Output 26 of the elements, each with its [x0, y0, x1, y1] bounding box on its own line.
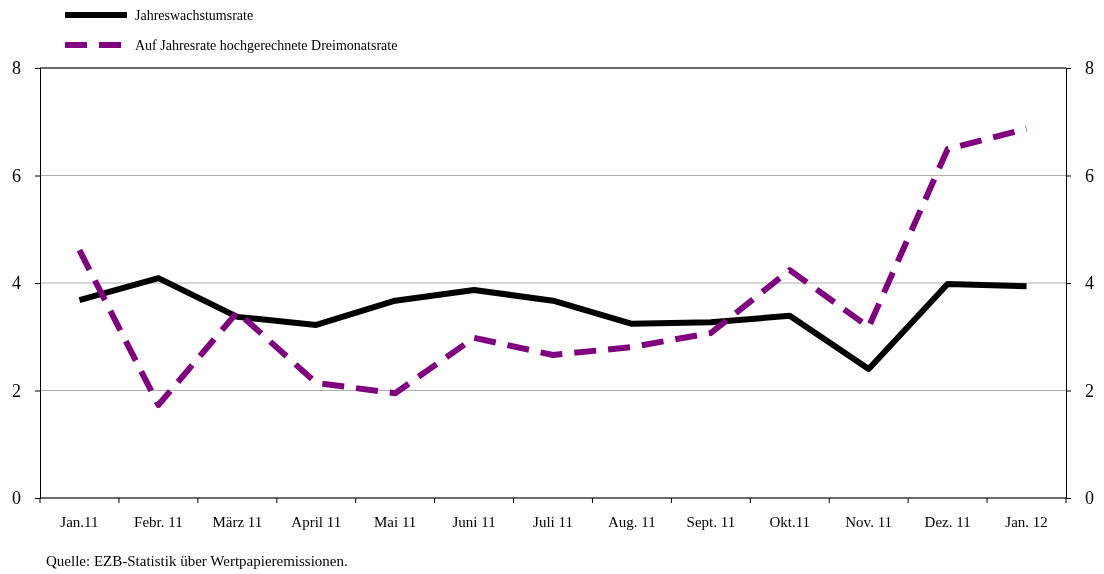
x-tick-label: Sept. 11	[686, 513, 736, 530]
x-tick-label: Febr. 11	[134, 513, 183, 530]
y2-tick-label: 4	[1085, 273, 1094, 294]
x-tick-label: Dez. 11	[924, 513, 971, 530]
legend-label: Jahreswachstumsrate	[135, 8, 254, 23]
x-tick-label: April 11	[291, 513, 342, 530]
x-tick-label: Jan.11	[60, 513, 99, 530]
source-note: Quelle: EZB-Statistik über Wertpapieremissionen.	[46, 553, 348, 569]
x-tick-label: Nov. 11	[845, 513, 893, 530]
x-tick-label: März 11	[212, 513, 263, 530]
y-tick-label: 4	[12, 273, 21, 294]
y-tick-label: 0	[12, 488, 21, 509]
y2-tick-label: 0	[1085, 488, 1094, 509]
y-tick-label: 2	[12, 380, 21, 401]
x-tick-label: Mai 11	[373, 513, 417, 530]
x-tick-label: Juli 11	[533, 513, 573, 530]
x-tick-label: Aug. 11	[608, 513, 656, 530]
x-tick-label: Okt.11	[769, 513, 811, 530]
y2-tick-label: 6	[1085, 165, 1094, 186]
x-tick-label: Juni 11	[452, 513, 496, 530]
legend-label: Auf Jahresrate hochgerechnete Dreimonatsrate	[135, 38, 398, 53]
y-tick-label: 8	[12, 58, 21, 79]
y-tick-label: 6	[12, 165, 21, 186]
y2-tick-label: 8	[1085, 58, 1094, 79]
x-tick-label: Jan. 12	[1005, 513, 1048, 530]
y2-tick-label: 2	[1085, 380, 1094, 401]
